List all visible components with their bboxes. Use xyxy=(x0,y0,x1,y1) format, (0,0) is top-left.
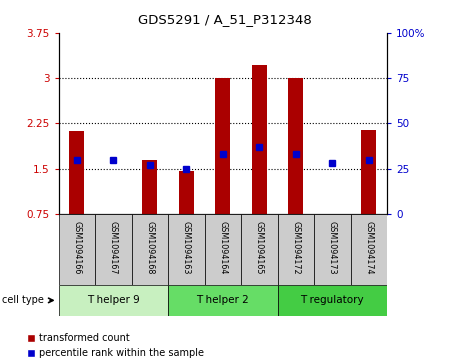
Bar xyxy=(168,214,204,285)
Text: GDS5291 / A_51_P312348: GDS5291 / A_51_P312348 xyxy=(138,13,312,26)
Text: GSM1094172: GSM1094172 xyxy=(291,221,300,275)
Text: GSM1094165: GSM1094165 xyxy=(255,221,264,275)
Bar xyxy=(143,160,157,214)
Bar xyxy=(278,285,387,316)
Text: GSM1094168: GSM1094168 xyxy=(145,221,154,275)
Bar xyxy=(351,214,387,285)
Text: GSM1094166: GSM1094166 xyxy=(72,221,81,275)
Bar xyxy=(216,78,230,214)
Bar xyxy=(58,214,95,285)
Bar xyxy=(131,214,168,285)
Bar xyxy=(58,285,168,316)
Bar xyxy=(179,171,194,214)
Bar xyxy=(168,285,278,316)
Text: T helper 9: T helper 9 xyxy=(87,295,140,305)
Bar xyxy=(95,214,131,285)
Bar xyxy=(204,214,241,285)
Bar xyxy=(278,214,314,285)
Text: cell type: cell type xyxy=(2,295,44,305)
Legend: transformed count, percentile rank within the sample: transformed count, percentile rank withi… xyxy=(27,333,204,358)
Text: T regulatory: T regulatory xyxy=(301,295,364,305)
Text: GSM1094173: GSM1094173 xyxy=(328,221,337,275)
Text: T helper 2: T helper 2 xyxy=(196,295,249,305)
Bar xyxy=(252,65,266,214)
Bar xyxy=(288,78,303,214)
Text: GSM1094164: GSM1094164 xyxy=(218,221,227,275)
Bar xyxy=(361,130,376,214)
Bar xyxy=(69,131,84,214)
Text: GSM1094167: GSM1094167 xyxy=(109,221,118,275)
Bar xyxy=(241,214,278,285)
Bar xyxy=(314,214,351,285)
Text: GSM1094163: GSM1094163 xyxy=(182,221,191,275)
Text: GSM1094174: GSM1094174 xyxy=(364,221,373,275)
